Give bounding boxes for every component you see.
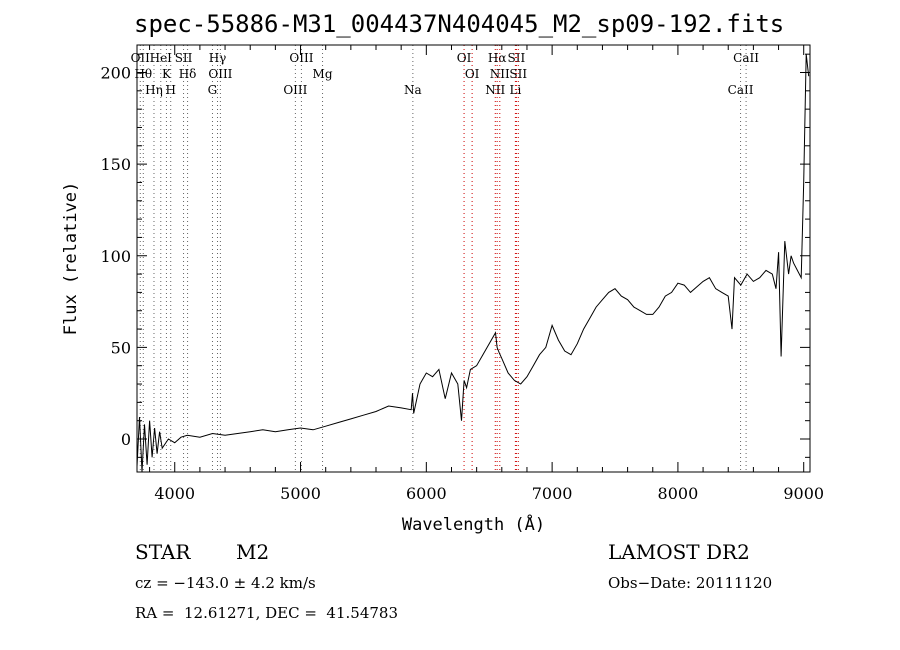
line-marker-label: OIII: [208, 67, 232, 81]
subclass-label: M2: [236, 540, 270, 564]
chart-title: spec-55886-M31_004437N404045_M2_sp09-192…: [134, 10, 785, 38]
cz-readout: cz = −143.0 ± 4.2 km/s: [135, 574, 316, 592]
line-marker-label: Na: [404, 83, 422, 97]
y-tick-label: 50: [111, 338, 131, 357]
line-marker-label: Hη: [145, 83, 163, 97]
x-tick-label: 4000: [154, 484, 195, 503]
line-marker-label: K: [162, 67, 172, 81]
x-tick-label: 7000: [532, 484, 573, 503]
line-marker-label: Li: [509, 83, 521, 97]
x-tick-label: 9000: [783, 484, 824, 503]
line-marker-label: CaII: [733, 51, 759, 65]
y-tick-label: 150: [100, 155, 131, 174]
class-label: STAR: [135, 540, 191, 564]
line-marker-label: Hθ: [134, 67, 152, 81]
line-marker-label: NII: [485, 83, 505, 97]
radec-readout: RA = 12.61271, DEC = 41.54783: [135, 604, 399, 622]
line-marker-label: H: [165, 83, 175, 97]
x-axis-label: Wavelength (Å): [402, 513, 545, 535]
line-marker-label: CaII: [728, 83, 754, 97]
line-marker-label: HeI: [150, 51, 173, 65]
line-marker-label: OI: [465, 67, 480, 81]
line-marker-label: SII: [509, 67, 527, 81]
line-marker-label: Mg: [313, 67, 333, 81]
line-marker-label: Hα: [488, 51, 507, 65]
plot-frame: [136, 44, 811, 473]
obs-date: Obs−Date: 20111120: [608, 574, 773, 592]
survey-label: LAMOST DR2: [608, 540, 750, 564]
line-marker-label: G: [208, 83, 218, 97]
y-tick-label: 0: [121, 430, 131, 449]
x-tick-label: 6000: [406, 484, 447, 503]
line-marker-label: Hδ: [179, 67, 197, 81]
spectrum-line: [136, 54, 810, 473]
line-marker-label: NII: [490, 67, 510, 81]
line-marker-label: OI: [457, 51, 472, 65]
line-marker-label: SII: [175, 51, 193, 65]
x-tick-label: 5000: [280, 484, 321, 503]
line-marker-label: OIII: [283, 83, 307, 97]
y-axis-label: Flux (relative): [61, 182, 81, 336]
y-tick-label: 100: [100, 247, 131, 266]
line-marker-label: SII: [508, 51, 526, 65]
x-tick-label: 8000: [658, 484, 699, 503]
line-marker-label: OII: [131, 51, 151, 65]
y-tick-label: 200: [100, 63, 131, 82]
line-marker-label: Hγ: [209, 51, 227, 65]
line-marker-label: OIII: [289, 51, 313, 65]
